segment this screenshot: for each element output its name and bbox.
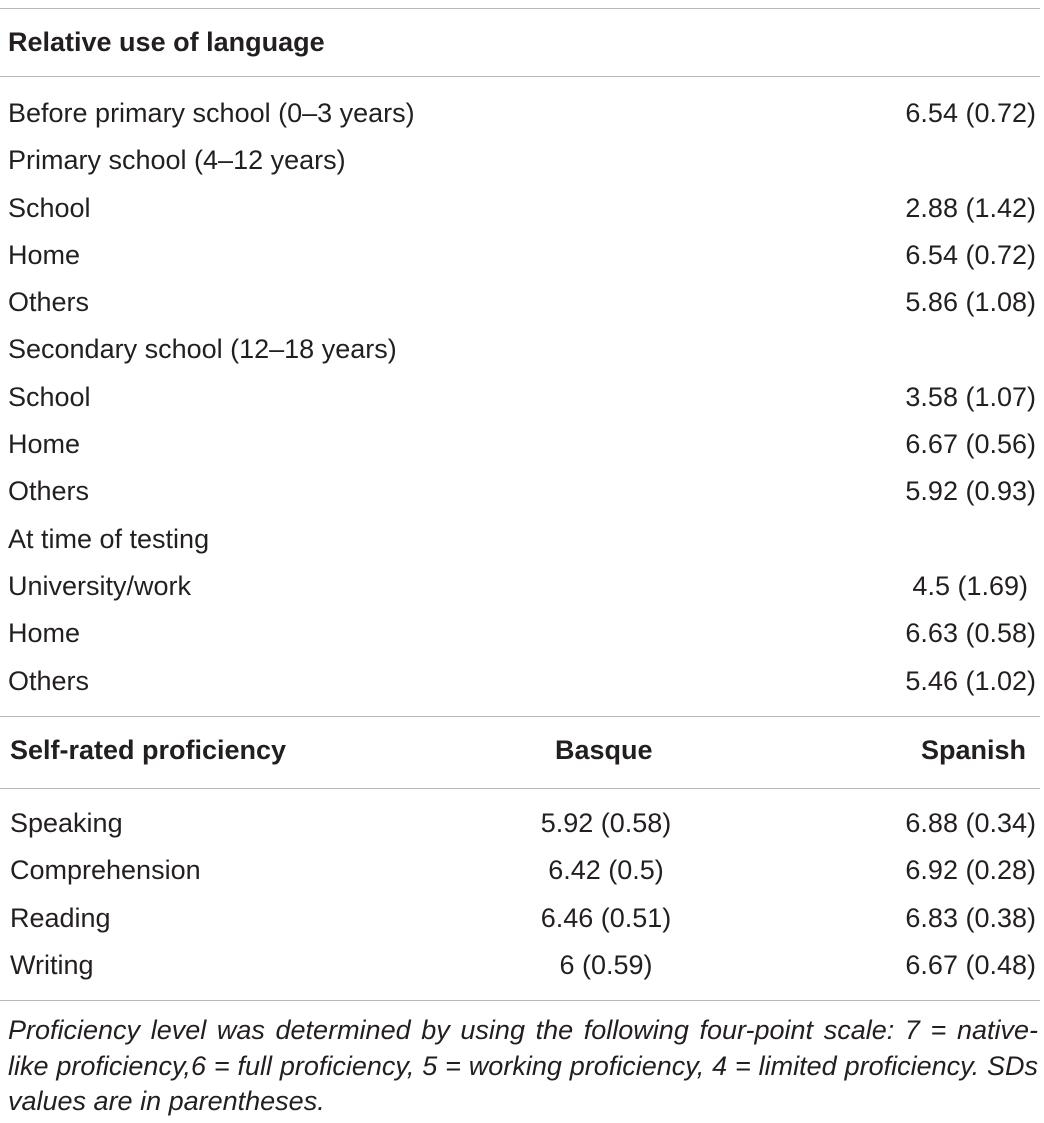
column-header-basque: Basque [555,735,653,765]
section-heading-relative-use: Relative use of language [8,27,325,57]
table-row: Others 5.46 (1.02) [0,658,1040,705]
row-value: 6.54 (0.72) [905,98,1036,128]
spanish-value: 6.67 (0.48) [905,949,1036,980]
spanish-value: 6.92 (0.28) [905,855,1036,886]
row-group-label: Primary school (4–12 years) [8,145,346,176]
row-label: Reading [10,902,111,933]
table-footnote: Proficiency level was determined by usin… [8,1015,1038,1116]
row-label: Comprehension [10,855,201,886]
table-row: Home 6.67 (0.56) [0,421,1040,468]
proficiency-rows: Speaking 5.92 (0.58) 6.88 (0.34) Compreh… [0,800,1040,989]
section-heading-self-rated: Self-rated proficiency [10,735,287,765]
column-header-spanish: Spanish [920,735,1026,765]
top-rule [0,8,1040,9]
row-label: Writing [10,949,94,980]
row-label: School [8,192,91,223]
row-value: 3.58 (1.07) [905,381,1036,412]
row-label: Others [8,665,90,696]
row-label: Home [8,239,81,270]
table-row: Comprehension 6.42 (0.5) 6.92 (0.28) [0,847,1040,894]
relative-use-rows: Before primary school (0–3 years) 6.54 (… [0,90,1040,705]
basque-value: 6 (0.59) [559,949,653,980]
row-value: 5.86 (1.08) [905,287,1036,318]
row-group-label: At time of testing [8,523,210,554]
row-group-label: Secondary school (12–18 years) [8,334,397,365]
row-label: Before primary school (0–3 years) [8,98,415,128]
table-row-group: At time of testing [0,516,1040,563]
spanish-value: 6.83 (0.38) [905,902,1036,933]
table-row: School 2.88 (1.42) [0,185,1040,232]
bottom-rule [0,1000,1040,1001]
table-row: Others 5.86 (1.08) [0,279,1040,326]
row-value: 6.63 (0.58) [905,618,1036,649]
row-label: University/work [8,570,192,601]
table-row: Home 6.63 (0.58) [0,610,1040,657]
section-divider [0,716,1040,717]
table-row-group: Primary school (4–12 years) [0,137,1040,184]
table-row: Writing 6 (0.59) 6.67 (0.48) [0,942,1040,989]
table-row-group: Secondary school (12–18 years) [0,326,1040,373]
row-label: Others [8,287,90,318]
row-value: 2.88 (1.42) [905,192,1036,223]
spanish-value: 6.88 (0.34) [905,808,1036,838]
heading-rule [0,76,1040,77]
table-row: School 3.58 (1.07) [0,374,1040,421]
row-label: Speaking [10,808,123,838]
table-row: University/work 4.5 (1.69) [0,563,1040,610]
heading-rule [0,788,1040,789]
row-label: School [8,381,91,412]
table-row: Home 6.54 (0.72) [0,232,1040,279]
row-label: Home [8,429,81,460]
row-value: 6.67 (0.56) [905,429,1036,460]
table-row: Others 5.92 (0.93) [0,468,1040,515]
table-row: Reading 6.46 (0.51) 6.83 (0.38) [0,895,1040,942]
basque-value: 6.46 (0.51) [540,902,672,933]
row-value: 6.54 (0.72) [905,239,1036,270]
basque-value: 6.42 (0.5) [548,855,664,886]
row-value: 5.92 (0.93) [905,476,1036,507]
row-value: 5.46 (1.02) [905,665,1036,696]
basque-value: 5.92 (0.58) [540,808,672,838]
row-label: Others [8,476,90,507]
table-row: Speaking 5.92 (0.58) 6.88 (0.34) [0,800,1040,847]
table-row: Before primary school (0–3 years) 6.54 (… [0,90,1040,137]
row-label: Home [8,618,81,649]
row-value: 4.5 (1.69) [912,570,1028,601]
